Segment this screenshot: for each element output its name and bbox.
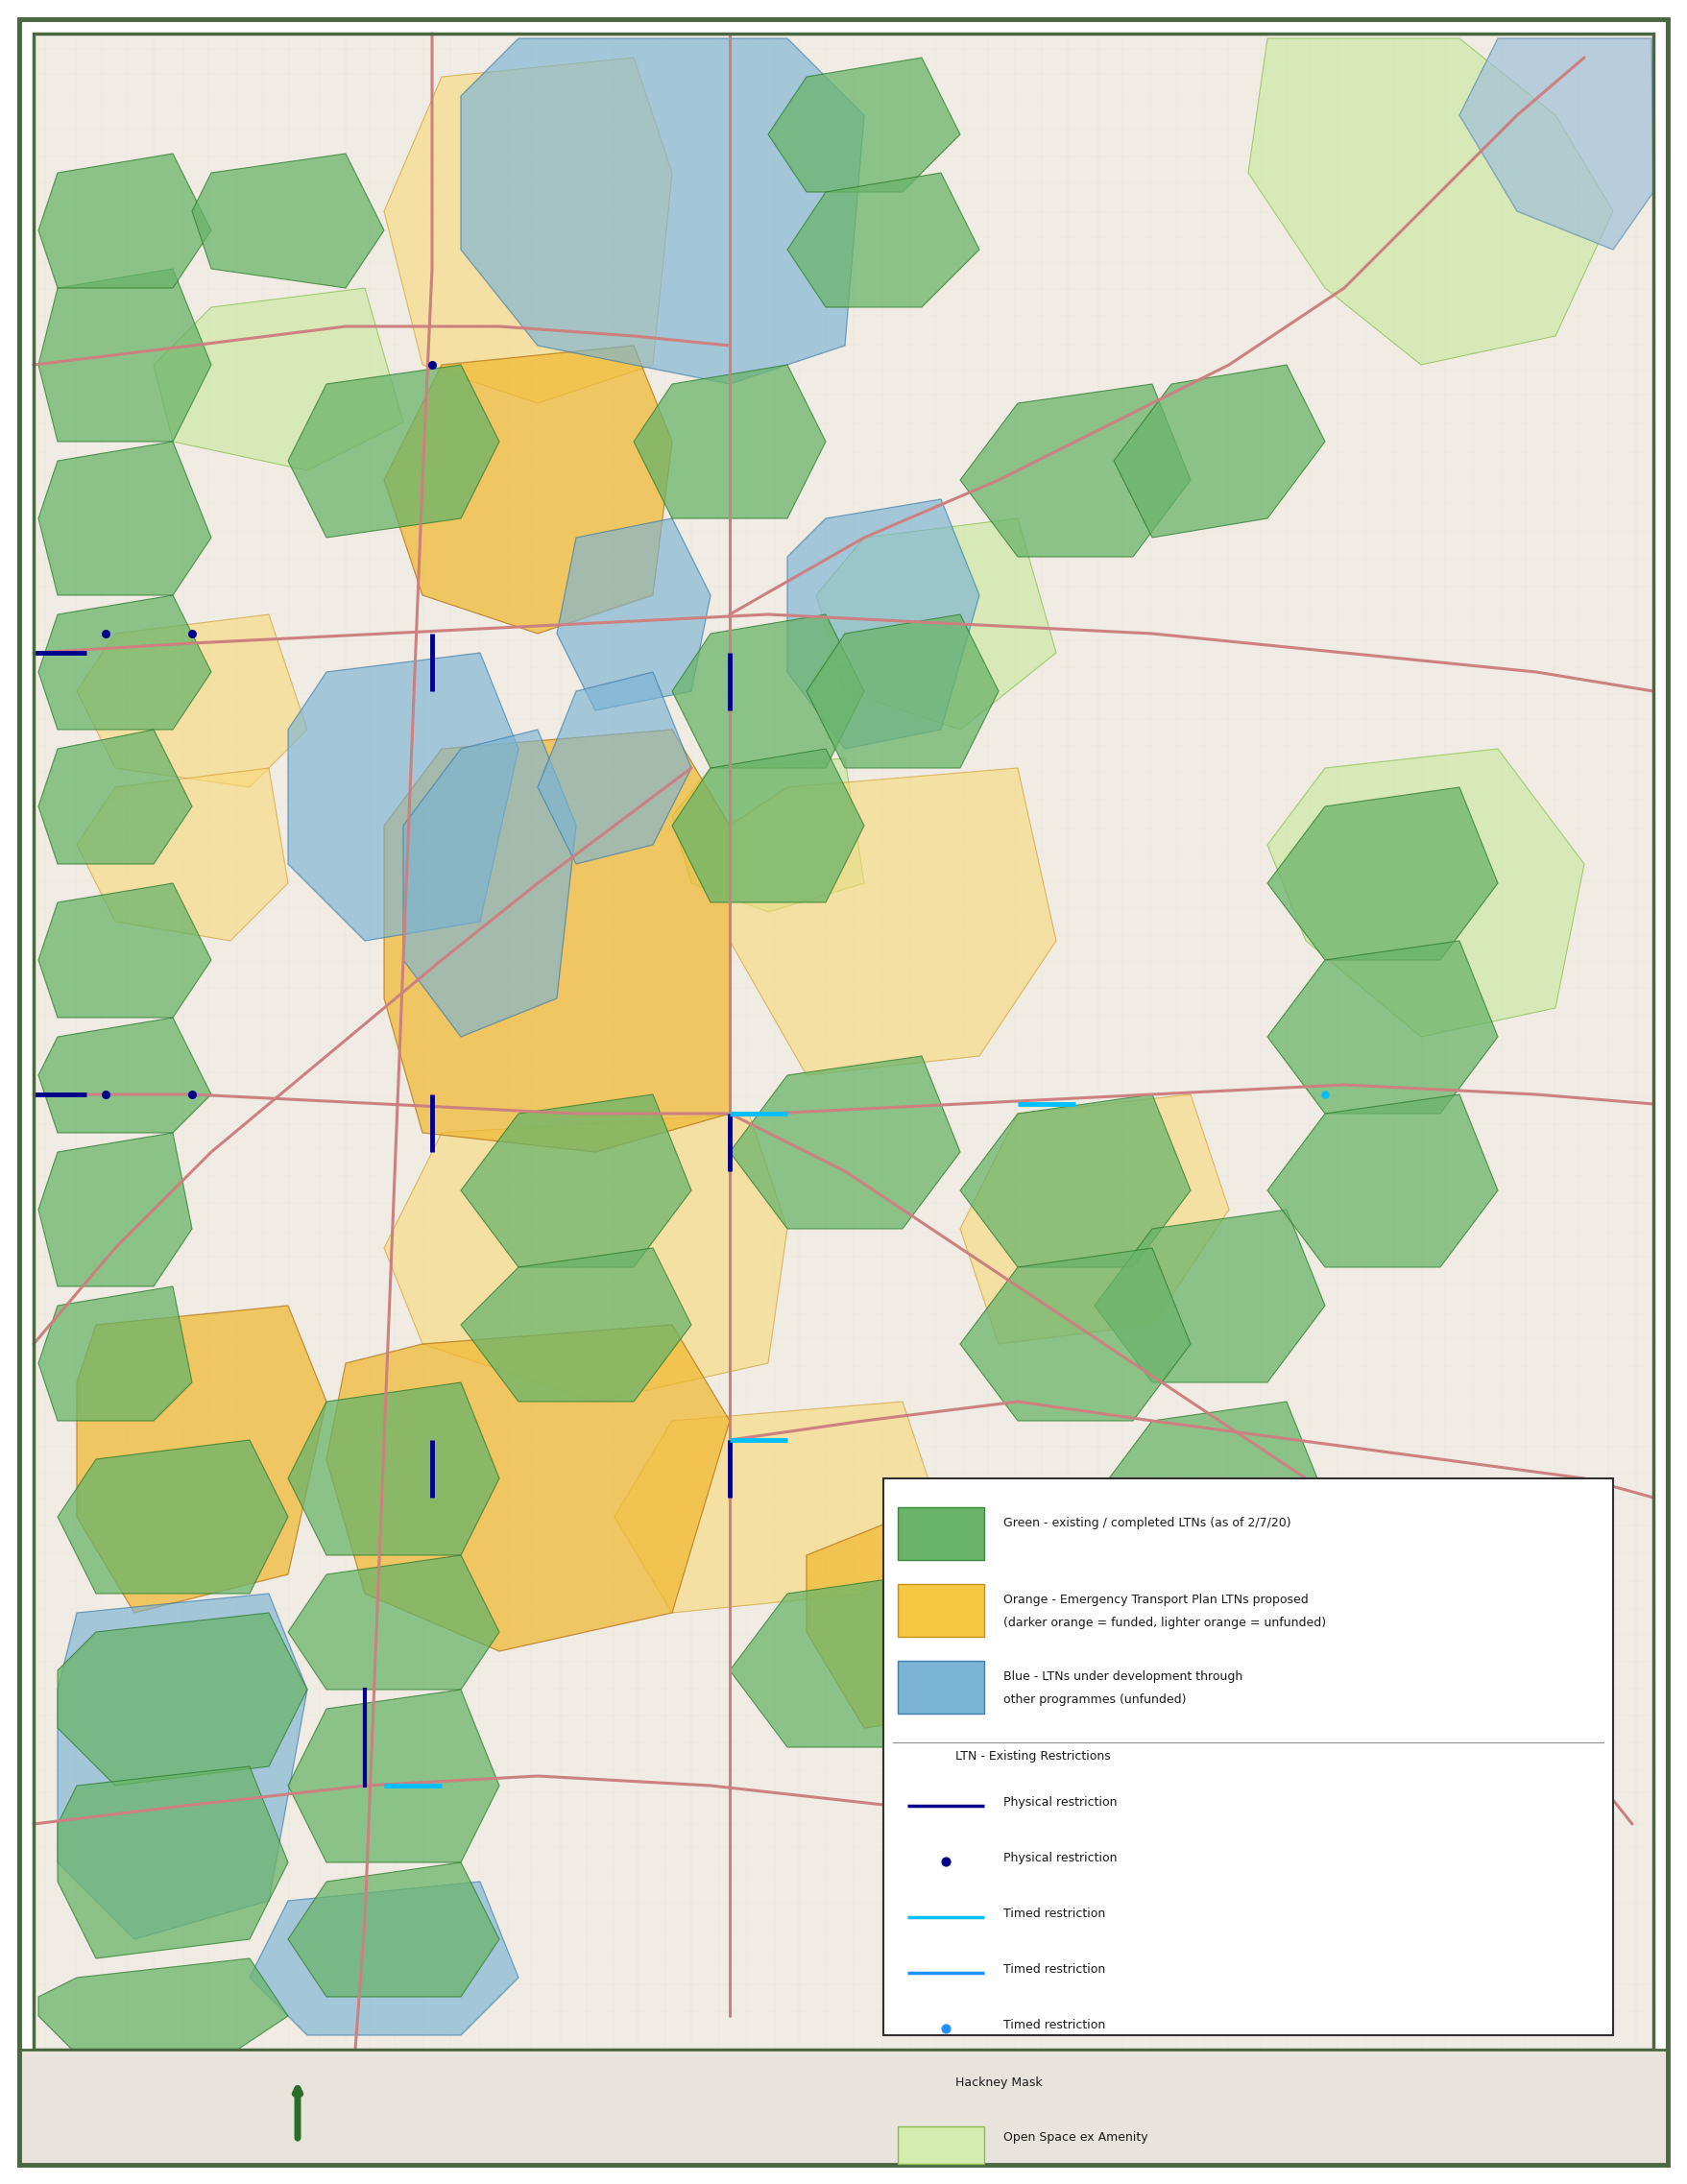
Polygon shape [57,1767,288,1959]
Polygon shape [327,1326,730,1651]
Bar [897,1507,984,1559]
Polygon shape [960,1094,1230,1343]
Polygon shape [288,653,518,941]
Polygon shape [288,1555,499,1690]
Text: Blue - LTNs under development through: Blue - LTNs under development through [1004,1671,1243,1684]
Text: Orange - Emergency Transport Plan LTNs proposed: Orange - Emergency Transport Plan LTNs p… [1004,1594,1309,1605]
Bar [19,2049,1668,2164]
Text: Green - existing / completed LTNs (as of 2/7/20): Green - existing / completed LTNs (as of… [1004,1518,1291,1529]
Polygon shape [154,288,403,470]
Polygon shape [385,1114,788,1402]
Polygon shape [57,1594,307,1939]
Polygon shape [57,1612,307,1787]
Polygon shape [39,1133,192,1286]
Polygon shape [1267,786,1498,961]
Polygon shape [788,173,980,308]
Bar [897,1660,984,1714]
Point [1311,1077,1338,1112]
Bar [897,1583,984,1636]
Polygon shape [39,269,211,441]
Point [418,347,445,382]
Point [93,1077,120,1112]
Polygon shape [960,384,1191,557]
Text: (darker orange = funded, lighter orange = unfunded): (darker orange = funded, lighter orange … [1004,1616,1326,1629]
Polygon shape [538,673,692,865]
Polygon shape [288,1382,499,1555]
Point [933,1843,960,1878]
Polygon shape [806,1498,1056,1728]
Polygon shape [39,153,211,288]
Point [93,616,120,651]
Polygon shape [788,500,980,749]
Bar [897,2127,984,2164]
Polygon shape [806,614,999,769]
Text: Timed restriction: Timed restriction [1004,1963,1105,1977]
Polygon shape [634,365,825,518]
Text: Timed restriction: Timed restriction [1004,1907,1105,1920]
Polygon shape [1056,1594,1498,1872]
Polygon shape [1267,749,1584,1037]
Polygon shape [39,596,211,729]
Polygon shape [730,1057,960,1230]
Polygon shape [461,1247,692,1402]
Polygon shape [461,39,864,384]
Polygon shape [39,1286,192,1422]
Polygon shape [39,1018,211,1133]
Polygon shape [288,365,499,537]
Text: Physical restriction: Physical restriction [1004,1852,1117,1865]
Point [179,616,206,651]
Text: LTN - Existing Restrictions: LTN - Existing Restrictions [955,1749,1110,1762]
Polygon shape [192,153,385,288]
Polygon shape [385,345,671,633]
Text: Open Space ex Amenity: Open Space ex Amenity [1004,2132,1147,2145]
Polygon shape [768,57,960,192]
Polygon shape [288,1690,499,1863]
Polygon shape [960,1094,1191,1267]
Point [933,2011,960,2046]
Polygon shape [730,769,1056,1075]
Polygon shape [557,518,710,710]
Polygon shape [39,1959,288,2055]
Polygon shape [403,729,575,1037]
Text: Timed restriction: Timed restriction [1004,2018,1105,2031]
Polygon shape [78,1306,327,1612]
Point [179,1077,206,1112]
Polygon shape [1267,941,1498,1114]
Polygon shape [730,1575,960,1747]
Polygon shape [1095,1402,1324,1575]
Polygon shape [1248,39,1613,365]
Polygon shape [1095,1210,1324,1382]
Polygon shape [614,1402,941,1612]
Polygon shape [288,1863,499,1996]
Text: other programmes (unfunded): other programmes (unfunded) [1004,1693,1186,1706]
Polygon shape [1459,39,1653,249]
Polygon shape [78,614,307,786]
Polygon shape [78,769,288,941]
Polygon shape [250,1883,518,2035]
Polygon shape [960,1247,1191,1422]
Polygon shape [960,1479,1191,1651]
Polygon shape [39,441,211,596]
Polygon shape [57,1439,288,1594]
Polygon shape [1267,1094,1498,1267]
Polygon shape [671,749,864,902]
Text: Hackney Mask: Hackney Mask [955,2077,1043,2088]
Polygon shape [385,57,671,404]
Polygon shape [671,758,864,913]
Polygon shape [960,1671,1191,1824]
Polygon shape [39,882,211,1018]
Bar [884,1479,1613,2035]
Text: Physical restriction: Physical restriction [1004,1795,1117,1808]
Polygon shape [385,729,730,1151]
Polygon shape [461,1094,692,1267]
Polygon shape [39,729,192,865]
Polygon shape [817,518,1056,729]
Polygon shape [671,614,864,769]
Point [1464,1614,1491,1649]
Polygon shape [1113,365,1324,537]
